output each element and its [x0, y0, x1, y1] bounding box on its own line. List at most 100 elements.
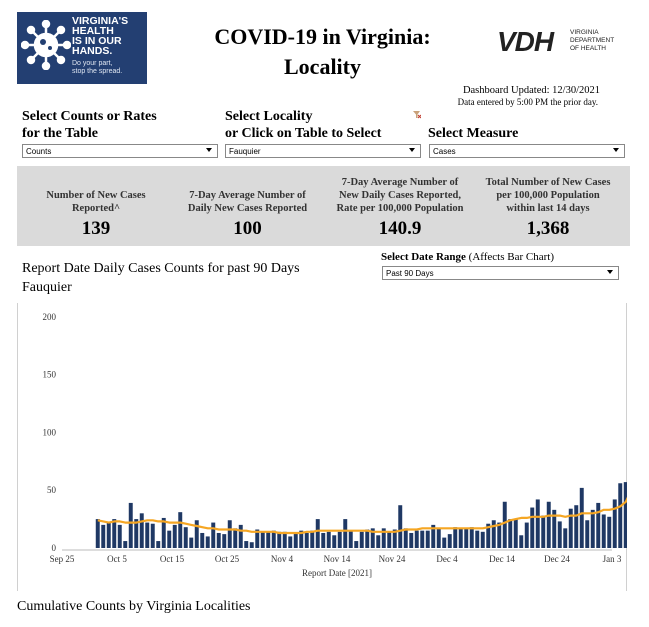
bar: [106, 522, 111, 548]
chart-frame: [17, 303, 627, 591]
bar: [607, 516, 612, 548]
bar: [189, 537, 194, 548]
measure-value: Cases: [433, 147, 456, 156]
bar: [227, 520, 232, 548]
kpi-value-7day-rate: 140.9: [378, 218, 422, 239]
date-range-dropdown[interactable]: Past 90 Days: [382, 266, 619, 280]
bar: [194, 520, 199, 548]
bar: [112, 519, 117, 548]
chevron-down-icon: [206, 148, 212, 152]
bar: [546, 501, 551, 548]
bar: [436, 528, 441, 548]
date-range-label-note: (Affects Bar Chart): [465, 251, 554, 263]
kpi-label-line: Total Number of New Cases: [485, 177, 611, 188]
kpi-value-7day-avg: 100: [233, 218, 262, 239]
bar: [183, 527, 188, 548]
chart-title-locality: Fauquier: [22, 280, 72, 295]
bar: [244, 541, 249, 548]
cumulative-section-title: Cumulative Counts by Virginia Localities: [17, 599, 251, 614]
bar: [513, 519, 518, 548]
bar: [128, 502, 133, 548]
x-tick-label: Nov 4: [271, 554, 294, 564]
bar: [541, 515, 546, 548]
x-axis-label: Report Date [2021]: [302, 568, 372, 578]
vdh-logo-line: OF HEALTH: [570, 45, 606, 52]
logo-subtext: stop the spread.: [72, 68, 123, 75]
bar: [260, 531, 265, 548]
kpi-label-line: Reported^: [71, 203, 121, 214]
x-tick-label: Dec 24: [544, 554, 570, 564]
kpi-label-line: 7-Day Average Number of: [189, 190, 306, 201]
bar: [618, 483, 623, 548]
bar: [343, 519, 348, 548]
counts-rates-value: Counts: [26, 147, 52, 156]
bar: [491, 520, 496, 548]
bar: [453, 527, 458, 548]
bar: [497, 522, 502, 548]
counts-rates-label-line1: Select Counts or Rates: [22, 109, 157, 124]
kpi-label-new-cases: Number of New Cases Reported^: [31, 189, 161, 215]
x-tick-label: Dec 4: [436, 554, 458, 564]
measure-dropdown[interactable]: Cases: [429, 144, 625, 158]
bar: [161, 517, 166, 548]
page-title-line1: COVID-19 in Virginia:: [214, 24, 431, 49]
bar: [486, 523, 491, 548]
kpi-value-new-cases: 139: [81, 218, 111, 239]
y-tick-label: 150: [43, 370, 57, 380]
clear-filter-icon[interactable]: [413, 111, 421, 119]
bar: [211, 522, 216, 548]
bar: [123, 541, 128, 548]
bar: [568, 508, 573, 548]
bar: [535, 499, 540, 548]
bar: [508, 519, 513, 548]
seven-day-average-line: [97, 496, 627, 535]
locality-dropdown[interactable]: Fauquier: [225, 144, 421, 158]
bar: [475, 530, 480, 548]
bar: [447, 534, 452, 548]
bar: [332, 535, 337, 548]
bar: [299, 530, 304, 548]
virginia-health-logo: VIRGINIA'S HEALTH IS IN OUR HANDS. Do yo…: [17, 12, 147, 84]
bar: [321, 532, 326, 548]
x-tick-label: Nov 24: [379, 554, 406, 564]
bar: [392, 529, 397, 548]
bar: [585, 520, 590, 548]
kpi-label-7day-avg: 7-Day Average Number of Daily New Cases …: [175, 189, 320, 215]
bar: [365, 529, 370, 548]
y-tick-label: 0: [52, 543, 57, 553]
locality-label-line1: Select Locality: [225, 109, 313, 124]
bar: [354, 541, 359, 548]
kpi-label-line: New Daily Cases Reported,: [339, 190, 461, 201]
bar: [156, 541, 161, 548]
kpi-label-line: per 100,000 Population: [496, 190, 600, 201]
bar: [326, 531, 331, 548]
bar: [579, 487, 584, 548]
locality-label: Select Locality or Click on Table to Sel…: [225, 108, 381, 142]
counts-rates-dropdown[interactable]: Counts: [22, 144, 218, 158]
bar: [590, 509, 595, 548]
bar: [222, 534, 227, 548]
bar: [519, 535, 524, 548]
bar: [315, 519, 320, 548]
bar: [431, 524, 436, 548]
bar: [178, 512, 183, 548]
chart-title: Report Date Daily Cases Counts for past …: [22, 259, 300, 297]
bar: [480, 531, 485, 548]
virus-icon: [21, 20, 71, 70]
kpi-label-14day-total: Total Number of New Cases per 100,000 Po…: [478, 176, 618, 215]
vdh-logo-letters: VDH: [497, 26, 554, 57]
kpi-band: Number of New Cases Reported^ 139 7-Day …: [17, 166, 630, 246]
locality-label-line2: or Click on Table to Select: [225, 126, 382, 141]
vdh-logo-line: DEPARTMENT: [570, 37, 615, 44]
logo-text-line: IS IN OUR: [72, 35, 122, 47]
bar: [238, 524, 243, 548]
x-tick-label: Oct 15: [160, 554, 185, 564]
date-range-label: Select Date Range (Affects Bar Chart): [381, 250, 554, 264]
page-title-line2: Locality: [284, 54, 361, 79]
bar: [205, 536, 210, 548]
vdh-logo-text: VIRGINIA DEPARTMENT OF HEALTH: [570, 29, 614, 53]
bar: [458, 528, 463, 548]
chevron-down-icon: [607, 270, 613, 274]
kpi-label-line: Daily New Cases Reported: [187, 203, 308, 214]
bar: [310, 530, 315, 548]
